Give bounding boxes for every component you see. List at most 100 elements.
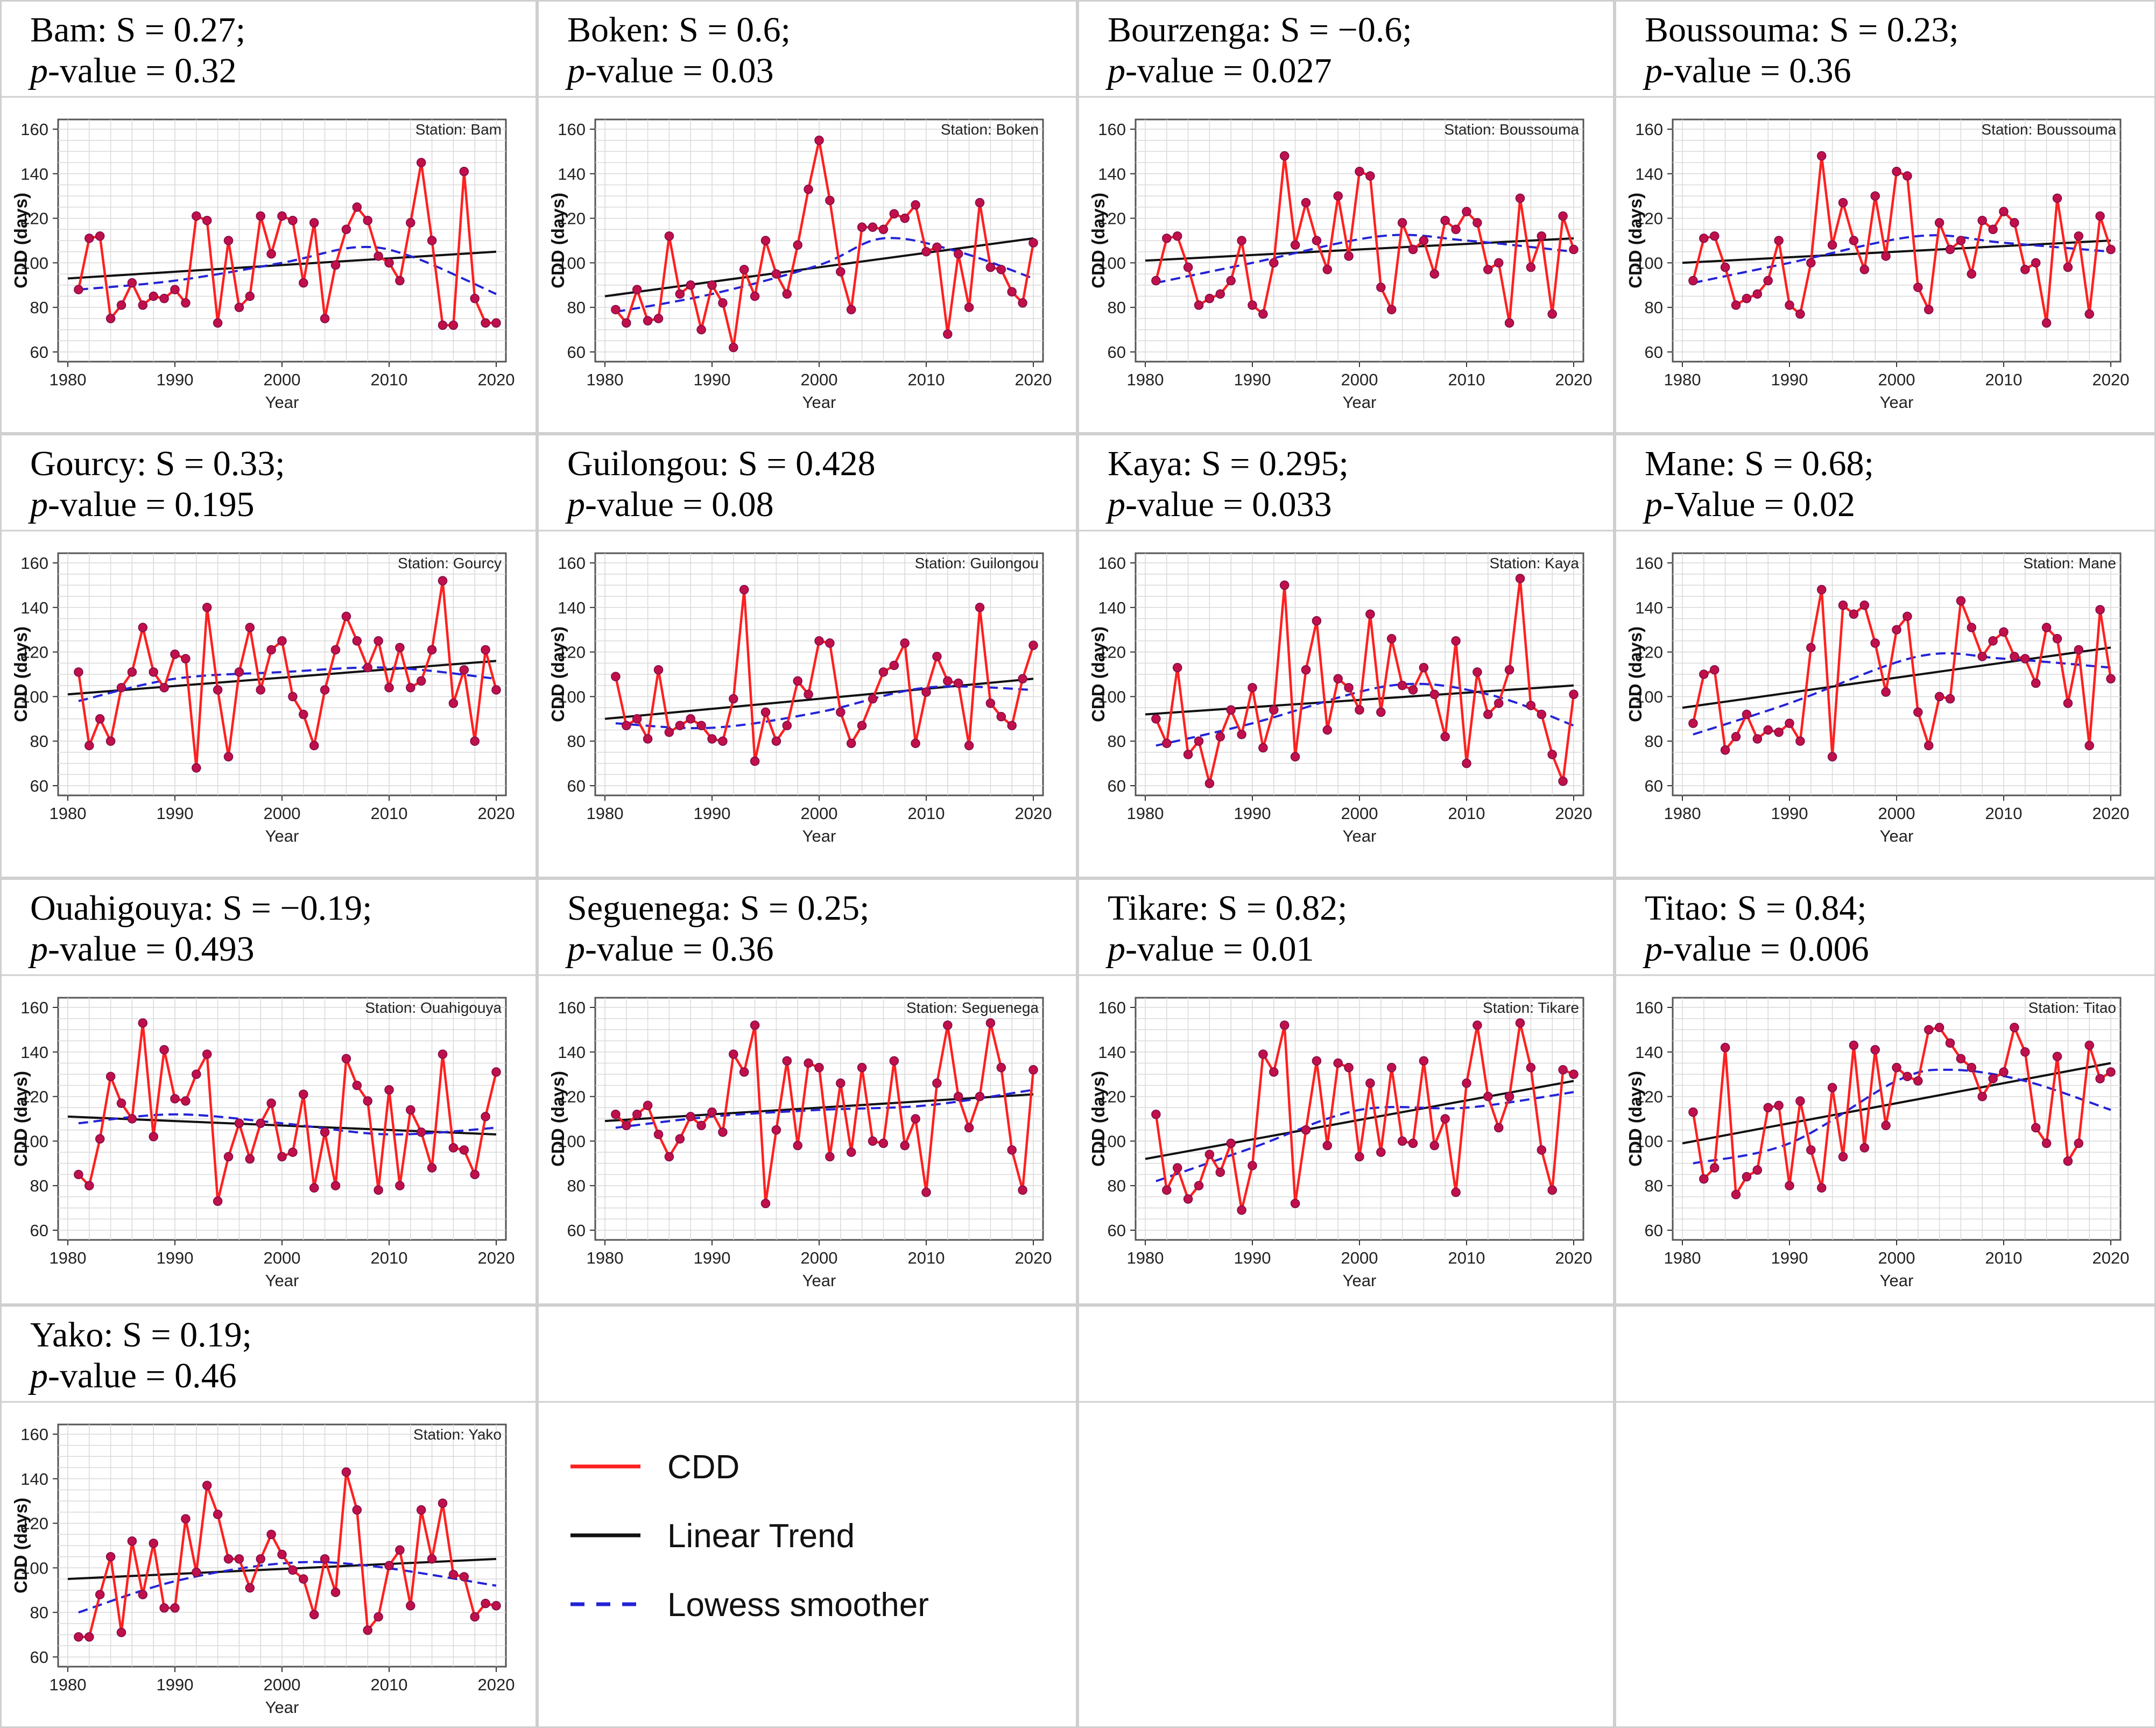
cdd-point bbox=[793, 676, 802, 686]
p-symbol: p bbox=[1645, 929, 1662, 969]
x-tick-label: 2020 bbox=[2092, 1249, 2130, 1267]
cdd-point bbox=[1827, 1083, 1837, 1092]
linear-trend-line bbox=[67, 250, 497, 280]
x-tick-label: 2020 bbox=[478, 1249, 515, 1267]
cdd-point bbox=[2095, 211, 2105, 221]
cdd-point bbox=[1547, 309, 1557, 319]
cdd-point bbox=[643, 1101, 653, 1110]
y-tick-label: 140 bbox=[1635, 165, 1663, 184]
x-tick-label: 1990 bbox=[694, 1249, 731, 1267]
cdd-point bbox=[1892, 166, 1901, 177]
y-tick-label: 120 bbox=[558, 643, 586, 662]
cdd-point bbox=[707, 734, 717, 744]
cdd-point bbox=[181, 1096, 191, 1106]
p-value: -Value = 0.02 bbox=[1662, 485, 1855, 524]
cdd-point bbox=[1999, 1067, 2009, 1077]
cdd-point bbox=[1355, 1152, 1364, 1162]
panel-stat-p: p-value = 0.36 bbox=[567, 929, 869, 970]
cdd-point bbox=[643, 734, 653, 744]
cdd-point bbox=[138, 300, 148, 310]
y-tick-label: 120 bbox=[1635, 643, 1663, 662]
cdd-point bbox=[1795, 1096, 1805, 1106]
cdd-point bbox=[341, 1054, 351, 1063]
cdd-point bbox=[1934, 1022, 1944, 1033]
cdd-point bbox=[1924, 1025, 1934, 1035]
y-axis-label: CDD (days) bbox=[11, 1498, 31, 1593]
cdd-point bbox=[116, 1098, 126, 1108]
cdd-point bbox=[611, 672, 621, 681]
x-tick-label: 1990 bbox=[1234, 370, 1271, 389]
cdd-point bbox=[985, 262, 996, 272]
cdd-point bbox=[1537, 1145, 1547, 1155]
x-tick-label: 1990 bbox=[1771, 370, 1808, 389]
cdd-point bbox=[266, 249, 276, 259]
cdd-point bbox=[1269, 1067, 1279, 1077]
cdd-point bbox=[1493, 1123, 1504, 1133]
cdd-point bbox=[1440, 215, 1450, 225]
cdd-point bbox=[1859, 265, 1870, 274]
cdd-point bbox=[846, 1147, 856, 1157]
cdd-point bbox=[2041, 318, 2052, 328]
x-tick-label: 1990 bbox=[157, 804, 194, 823]
x-tick-label: 2000 bbox=[1341, 804, 1378, 823]
cdd-series-line bbox=[1154, 154, 1575, 325]
cdd-point bbox=[921, 687, 931, 697]
cell-border bbox=[1615, 434, 2156, 878]
y-tick-label: 140 bbox=[20, 1043, 48, 1062]
cdd-point bbox=[1429, 1140, 1440, 1151]
station-title: Station: Boussouma bbox=[1981, 121, 2116, 138]
station-title: Station: Kaya bbox=[1489, 555, 1579, 572]
cdd-point bbox=[1183, 1194, 1193, 1204]
cdd-point bbox=[330, 645, 341, 655]
cdd-point bbox=[857, 1063, 867, 1073]
cdd-point bbox=[825, 638, 835, 648]
cdd-point bbox=[427, 236, 437, 245]
x-tick-label: 2000 bbox=[1341, 1249, 1378, 1267]
cdd-point bbox=[996, 265, 1006, 274]
cdd-point bbox=[448, 1570, 459, 1579]
lowess-smoother-line bbox=[78, 1113, 497, 1136]
p-value: -value = 0.493 bbox=[48, 929, 255, 969]
cdd-point bbox=[341, 611, 351, 622]
cdd-point bbox=[2063, 699, 2073, 708]
y-tick-label: 140 bbox=[558, 1043, 586, 1062]
cdd-point bbox=[74, 1632, 83, 1642]
cdd-point bbox=[1892, 625, 1901, 634]
cdd-point bbox=[1720, 1042, 1730, 1053]
cdd-point bbox=[491, 318, 501, 328]
x-tick-label: 2020 bbox=[2092, 804, 2130, 823]
chart-tikare: Station: Tikare 60 80 100 120 140 160 1980 1990 2… bbox=[1088, 997, 1592, 1290]
cdd-point bbox=[127, 1114, 137, 1124]
cdd-point bbox=[1290, 240, 1300, 250]
cdd-point bbox=[1892, 1063, 1901, 1073]
cdd-point bbox=[653, 1130, 664, 1139]
cdd-point bbox=[1816, 151, 1827, 161]
cdd-point bbox=[1731, 300, 1741, 310]
cdd-point bbox=[491, 685, 501, 695]
x-tick-label: 2000 bbox=[264, 370, 301, 389]
cdd-point bbox=[374, 251, 383, 261]
cdd-point bbox=[718, 736, 728, 746]
p-value: -value = 0.033 bbox=[1125, 485, 1332, 524]
cdd-point bbox=[202, 603, 212, 612]
cdd-point bbox=[760, 1198, 771, 1209]
cdd-point bbox=[406, 683, 415, 693]
cdd-point bbox=[470, 293, 480, 304]
y-tick-label: 120 bbox=[20, 1514, 48, 1533]
cdd-point bbox=[653, 665, 664, 675]
cdd-point bbox=[192, 1567, 201, 1577]
cdd-point bbox=[632, 1109, 642, 1119]
cdd-point bbox=[277, 211, 287, 221]
panel-stat-s: Bam: S = 0.27; bbox=[30, 10, 246, 50]
cdd-point bbox=[1977, 652, 1987, 661]
chart-boken: Station: Boken 60 80 100 120 140 160 1980 1990 20… bbox=[548, 118, 1052, 412]
cell-border bbox=[537, 0, 1077, 434]
cdd-point bbox=[95, 1134, 105, 1144]
cdd-point bbox=[911, 738, 920, 749]
cdd-point bbox=[675, 1134, 685, 1144]
y-tick-label: 120 bbox=[1098, 1088, 1126, 1106]
station-title: Station: Tikare bbox=[1483, 999, 1579, 1016]
p-symbol: p bbox=[1108, 929, 1125, 969]
cdd-point bbox=[138, 623, 148, 632]
cdd-point bbox=[1526, 1063, 1536, 1073]
